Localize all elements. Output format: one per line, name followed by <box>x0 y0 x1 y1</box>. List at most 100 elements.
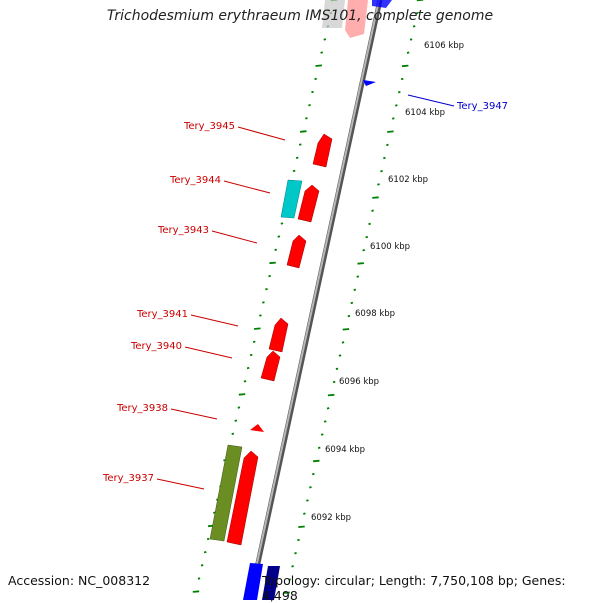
ruler-tick <box>281 223 283 224</box>
ruler-tick <box>369 224 371 225</box>
ruler-tick <box>321 434 323 435</box>
ruler-tick <box>357 276 359 277</box>
gene-feature-tery-3941 <box>269 318 288 352</box>
ruler-tick <box>413 26 415 27</box>
leader-line-tery-3938 <box>171 409 217 419</box>
ruler-tick <box>321 52 323 53</box>
genome-backbone-highlight <box>249 0 379 600</box>
ruler-label: 6096 kbp <box>339 377 379 387</box>
ruler-tick <box>407 52 409 53</box>
ruler-label: 6098 kbp <box>355 309 395 319</box>
ruler-tick <box>239 394 245 395</box>
ruler-tick <box>293 171 295 172</box>
gene-label-tery-3940: Tery_3940 <box>130 341 182 352</box>
ruler-tick <box>278 236 280 237</box>
ruler-tick <box>204 552 206 553</box>
ruler-tick <box>351 303 353 304</box>
ruler-tick <box>401 79 403 80</box>
leader-line-tery-3945 <box>238 127 285 140</box>
ruler-tick <box>311 92 313 93</box>
ruler-tick <box>232 434 234 435</box>
ruler-label: 6106 kbp <box>424 41 464 51</box>
gene-label-tery-3944: Tery_3944 <box>169 175 221 186</box>
ruler-tick <box>387 131 393 132</box>
ruler-tick <box>343 329 349 330</box>
ruler-tick <box>333 382 335 383</box>
ruler-tick <box>342 342 344 343</box>
ruler-tick <box>235 420 237 421</box>
ruler-tick <box>193 591 199 592</box>
ruler-tick <box>238 407 240 408</box>
ruler-tick <box>358 263 364 264</box>
ruler-tick <box>348 316 350 317</box>
ruler-tick <box>294 553 296 554</box>
gene-feature-tery-3944-fwd <box>298 185 319 222</box>
ruler-tick <box>259 315 261 316</box>
leader-line-tery-3944 <box>224 181 270 193</box>
ruler-tick <box>316 65 322 66</box>
ruler-tick <box>366 237 368 238</box>
ruler-tick <box>372 197 378 198</box>
ruler-tick <box>244 381 246 382</box>
ruler-tick <box>312 474 314 475</box>
ruler-tick <box>380 171 382 172</box>
ruler-label: 6092 kbp <box>311 513 351 523</box>
ruler-tick <box>410 39 412 40</box>
ruler-tick <box>327 408 329 409</box>
ruler-tick <box>297 540 299 541</box>
feature-blue-bottom-1 <box>243 563 263 600</box>
ruler-tick <box>315 79 317 80</box>
ruler-tick <box>309 487 311 488</box>
ruler-tick <box>308 105 310 106</box>
topology-text: Topology: circular; Length: 7,750,108 bp… <box>262 573 600 603</box>
ruler-tick <box>386 145 388 146</box>
ruler-tick <box>299 144 301 145</box>
ruler-tick <box>324 421 326 422</box>
ruler-labels: 6106 kbp 6104 kbp 6102 kbp 6100 kbp 6098… <box>311 41 464 523</box>
ruler-tick <box>253 342 255 343</box>
ruler-tick <box>275 250 277 251</box>
ruler-tick <box>269 263 275 264</box>
ruler-tick <box>377 184 379 185</box>
ruler-tick <box>306 500 308 501</box>
ruler-label: 6100 kbp <box>370 242 410 252</box>
ruler-tick <box>296 158 298 159</box>
ruler-label: 6104 kbp <box>405 108 445 118</box>
ruler-tick <box>303 513 305 514</box>
ruler-tick <box>247 368 249 369</box>
leader-line-tery-3943 <box>212 231 257 243</box>
gene-feature-tery-3947 <box>363 80 376 86</box>
ruler-tick <box>262 302 264 303</box>
ruler-tick <box>313 461 319 462</box>
gene-feature-tery-3944 <box>281 180 302 218</box>
ruler-tick <box>354 290 356 291</box>
gene-labels: Tery_3947 Tery_3945 Tery_3944 Tery_3943 … <box>102 101 508 484</box>
gene-feature-tery-3938 <box>250 424 264 432</box>
leader-line-tery-3940 <box>185 347 232 358</box>
ruler-tick <box>392 118 394 119</box>
ruler-tick <box>269 276 271 277</box>
ruler-tick <box>402 66 408 67</box>
ruler-tick <box>292 566 294 567</box>
gene-feature-tery-3940 <box>261 351 280 381</box>
leader-line-tery-3947 <box>408 95 454 106</box>
gene-label-tery-3947: Tery_3947 <box>456 101 508 112</box>
ruler-tick <box>254 328 260 329</box>
ruler-tick <box>395 105 397 106</box>
accession-text: Accession: NC_008312 <box>8 573 150 588</box>
gene-label-tery-3937: Tery_3937 <box>102 473 154 484</box>
ruler-tick <box>300 131 306 132</box>
ruler-tick <box>198 578 200 579</box>
ruler-label: 6094 kbp <box>325 445 365 455</box>
ruler-tick <box>363 250 365 251</box>
leader-line-tery-3937 <box>157 479 204 489</box>
ruler-tick <box>305 118 307 119</box>
ruler-tick <box>328 395 334 396</box>
ruler-tick <box>398 92 400 93</box>
gene-label-tery-3945: Tery_3945 <box>183 121 235 132</box>
ruler-tick <box>318 448 320 449</box>
ruler-tick <box>372 210 374 211</box>
ruler-tick <box>336 369 338 370</box>
gene-label-tery-3941: Tery_3941 <box>136 309 188 320</box>
